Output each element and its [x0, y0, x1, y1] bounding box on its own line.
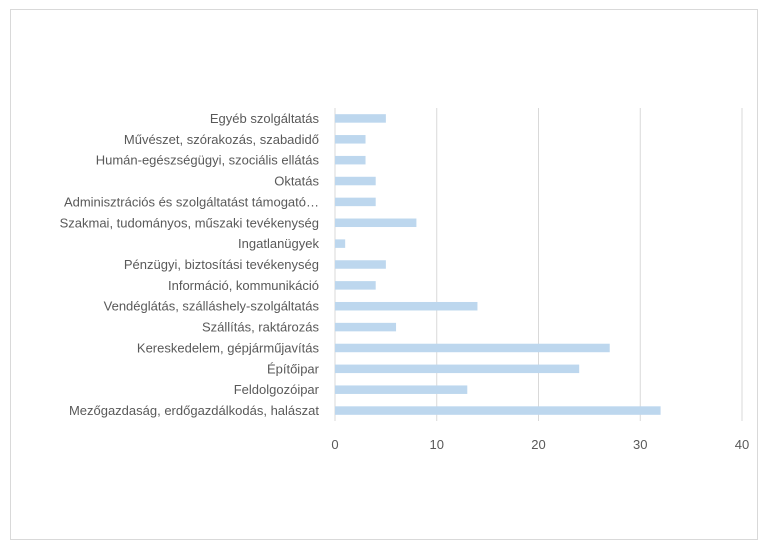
category-label: Építőipar [267, 361, 320, 376]
category-label: Oktatás [274, 174, 319, 189]
category-label: Információ, kommunikáció [168, 278, 319, 293]
category-label: Ingatlanügyek [238, 236, 319, 251]
bar [335, 301, 478, 311]
x-axis-tick-labels: 0 10 20 30 40 [331, 437, 749, 452]
category-label: Szállítás, raktározás [202, 320, 320, 335]
category-label: Kereskedelem, gépjárműjavítás [137, 340, 320, 355]
bar [335, 155, 366, 165]
category-label: Humán-egészségügyi, szociális ellátás [96, 153, 320, 168]
bar [335, 343, 610, 353]
x-tick-label: 20 [531, 437, 545, 452]
category-label: Pénzügyi, biztosítási tevékenység [124, 257, 319, 272]
chart-area [10, 9, 758, 540]
bar [335, 406, 661, 415]
bar [335, 281, 376, 290]
bar [335, 135, 366, 144]
bar [335, 176, 376, 186]
x-tick-label: 0 [331, 437, 338, 452]
category-label: Szakmai, tudományos, műszaki tevékenység [60, 215, 319, 230]
category-label: Vendéglátás, szálláshely-szolgáltatás [104, 299, 320, 314]
category-label: Adminisztrációs és szolgáltatást támogat… [64, 194, 319, 209]
bar [335, 114, 386, 123]
bars [335, 114, 661, 415]
bar [335, 218, 417, 228]
x-tick-label: 40 [735, 437, 749, 452]
category-label: Feldolgozóipar [234, 382, 320, 397]
category-label: Egyéb szolgáltatás [210, 111, 320, 126]
bar [335, 385, 468, 394]
category-label: Mezőgazdaság, erdőgazdálkodás, halászat [69, 403, 319, 418]
bar [335, 260, 386, 269]
bar [335, 364, 580, 374]
category-labels: Mezőgazdaság, erdőgazdálkodás, halászat F… [60, 111, 320, 418]
bar [335, 322, 397, 332]
category-label: Művészet, szórakozás, szabadidő [124, 132, 319, 147]
bar [335, 197, 376, 207]
gridlines [334, 108, 743, 421]
x-tick-label: 30 [633, 437, 647, 452]
bar [335, 239, 346, 248]
x-tick-label: 10 [430, 437, 444, 452]
